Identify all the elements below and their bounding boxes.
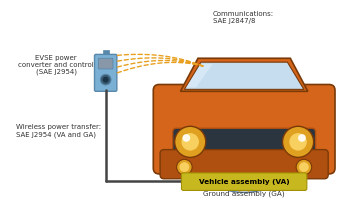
- FancyBboxPatch shape: [181, 173, 307, 190]
- Text: Communications:
SAE J2847/8: Communications: SAE J2847/8: [212, 11, 274, 24]
- Circle shape: [175, 126, 206, 157]
- Circle shape: [177, 159, 192, 175]
- Text: Vehicle assembly (VA): Vehicle assembly (VA): [199, 179, 289, 185]
- Polygon shape: [186, 64, 212, 88]
- Ellipse shape: [217, 173, 271, 192]
- FancyBboxPatch shape: [103, 50, 108, 58]
- FancyBboxPatch shape: [160, 150, 328, 179]
- FancyBboxPatch shape: [98, 58, 113, 69]
- Text: Ground assembly (GA): Ground assembly (GA): [203, 191, 285, 197]
- Circle shape: [180, 162, 189, 172]
- Text: EVSE power
converter and control
(SAE J2954): EVSE power converter and control (SAE J2…: [18, 55, 94, 75]
- Circle shape: [182, 134, 190, 142]
- Circle shape: [100, 74, 111, 85]
- Ellipse shape: [224, 175, 265, 190]
- Polygon shape: [181, 58, 308, 91]
- Circle shape: [103, 77, 108, 83]
- FancyBboxPatch shape: [173, 128, 316, 170]
- FancyBboxPatch shape: [153, 84, 335, 174]
- Circle shape: [296, 159, 312, 175]
- Text: Wireless power transfer:
SAE J2954 (VA and GA): Wireless power transfer: SAE J2954 (VA a…: [16, 124, 102, 138]
- Circle shape: [181, 133, 199, 151]
- Circle shape: [289, 133, 307, 151]
- Circle shape: [282, 126, 314, 157]
- Circle shape: [242, 142, 246, 146]
- Circle shape: [298, 134, 306, 142]
- Circle shape: [299, 162, 309, 172]
- FancyBboxPatch shape: [94, 54, 117, 91]
- Polygon shape: [184, 62, 304, 89]
